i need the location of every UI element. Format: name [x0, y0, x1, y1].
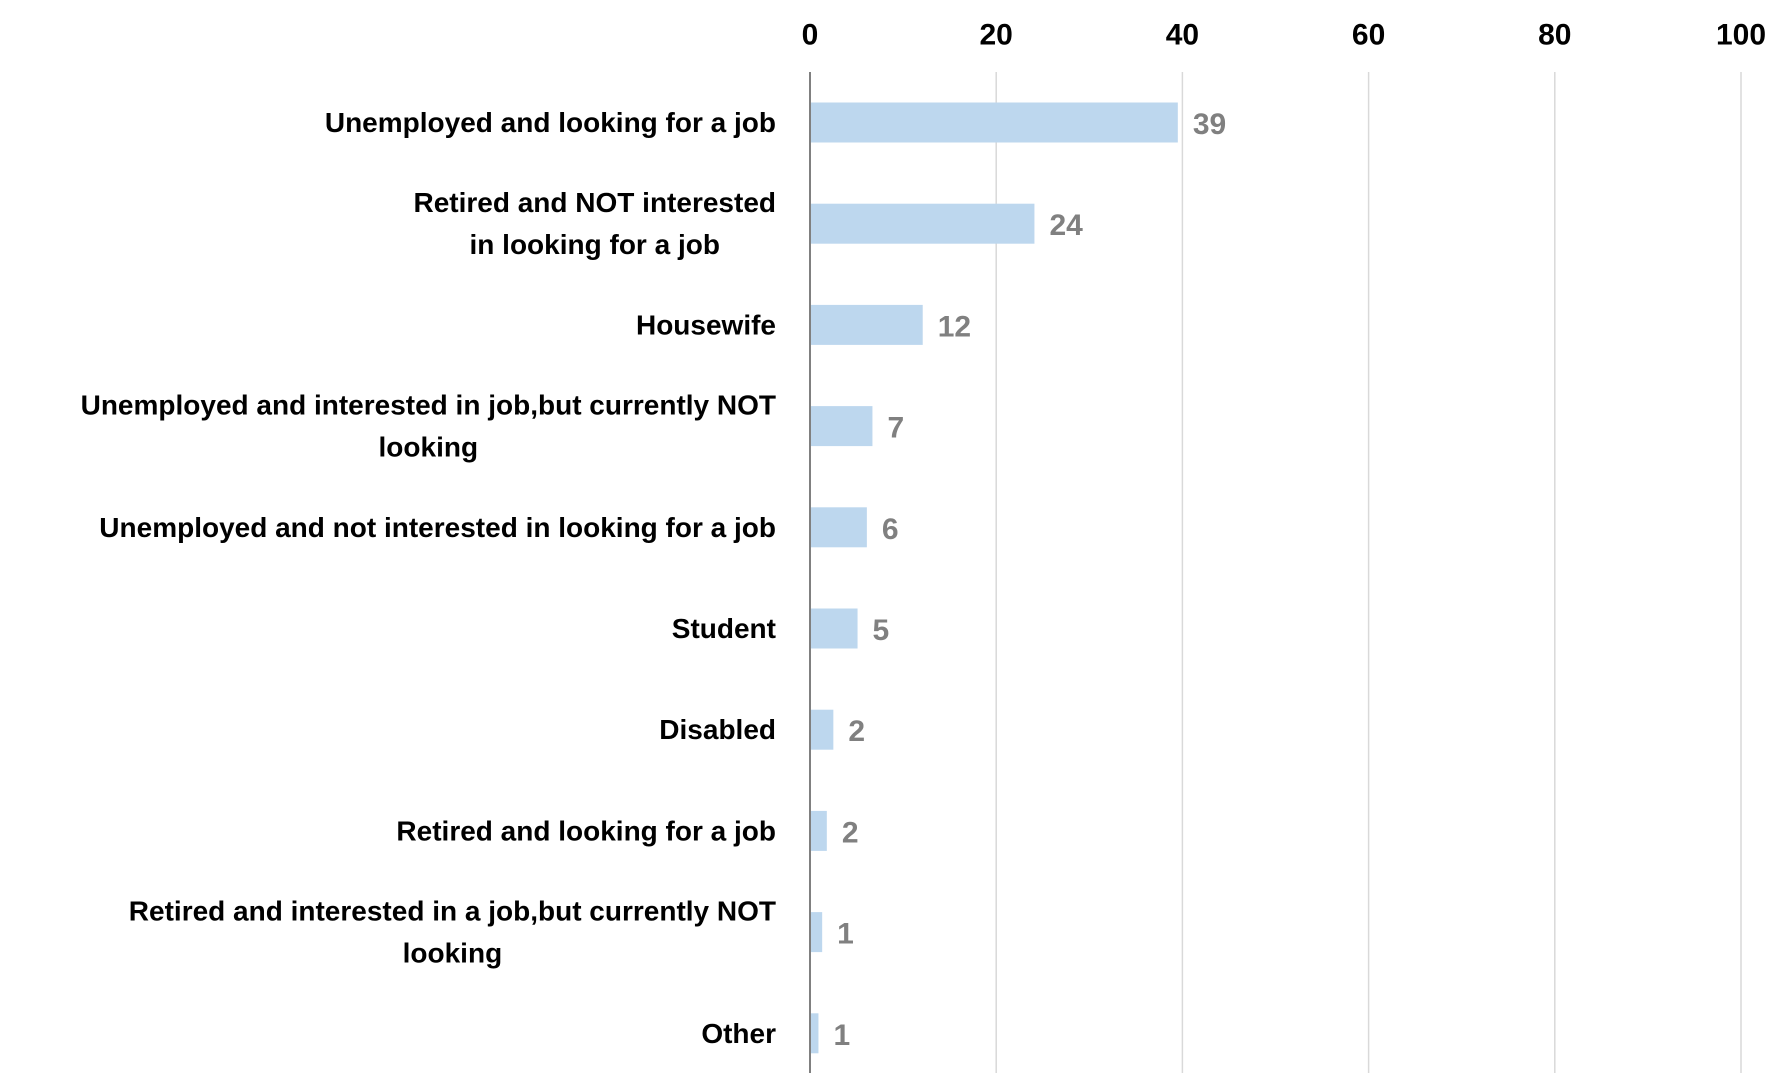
category-label: Housewife [636, 309, 776, 340]
category-label: Student [672, 613, 776, 644]
x-tick-label: 40 [1166, 19, 1199, 52]
category-label: in looking for a job [470, 229, 720, 260]
x-tick-label: 60 [1352, 19, 1385, 52]
category-label: looking [403, 938, 503, 969]
category-label: Retired and looking for a job [396, 815, 776, 846]
category-label: Unemployed and not interested in looking… [99, 512, 776, 543]
data-label: 39 [1193, 108, 1226, 141]
bar [811, 406, 873, 447]
x-tick-label: 0 [802, 19, 819, 52]
data-label: 2 [842, 816, 859, 849]
category-label: Other [701, 1018, 776, 1049]
category-label: Retired and interested in a job,but curr… [129, 896, 776, 927]
category-label: Unemployed and looking for a job [325, 107, 776, 138]
x-tick-label: 80 [1538, 19, 1571, 52]
x-tick-label: 20 [980, 19, 1013, 52]
data-label: 6 [882, 513, 899, 546]
category-label: Unemployed and interested in job,but cur… [81, 390, 776, 421]
data-label: 5 [873, 614, 890, 647]
data-label: 2 [848, 715, 865, 748]
bar [811, 709, 834, 750]
x-tick-label: 100 [1716, 19, 1766, 52]
bar [811, 304, 923, 345]
bar [811, 608, 858, 649]
category-label: Disabled [659, 714, 776, 745]
bar [811, 1013, 819, 1054]
bar [811, 912, 823, 953]
category-label: looking [379, 432, 479, 463]
data-label: 7 [887, 412, 904, 445]
category-label: Retired and NOT interested [413, 187, 776, 218]
bar [811, 203, 1035, 244]
bar [811, 507, 867, 548]
data-label: 24 [1049, 209, 1083, 242]
bar [811, 102, 1178, 143]
data-label: 1 [833, 1019, 850, 1052]
data-label: 1 [837, 918, 854, 951]
bar [811, 810, 827, 851]
data-label: 12 [938, 310, 971, 343]
